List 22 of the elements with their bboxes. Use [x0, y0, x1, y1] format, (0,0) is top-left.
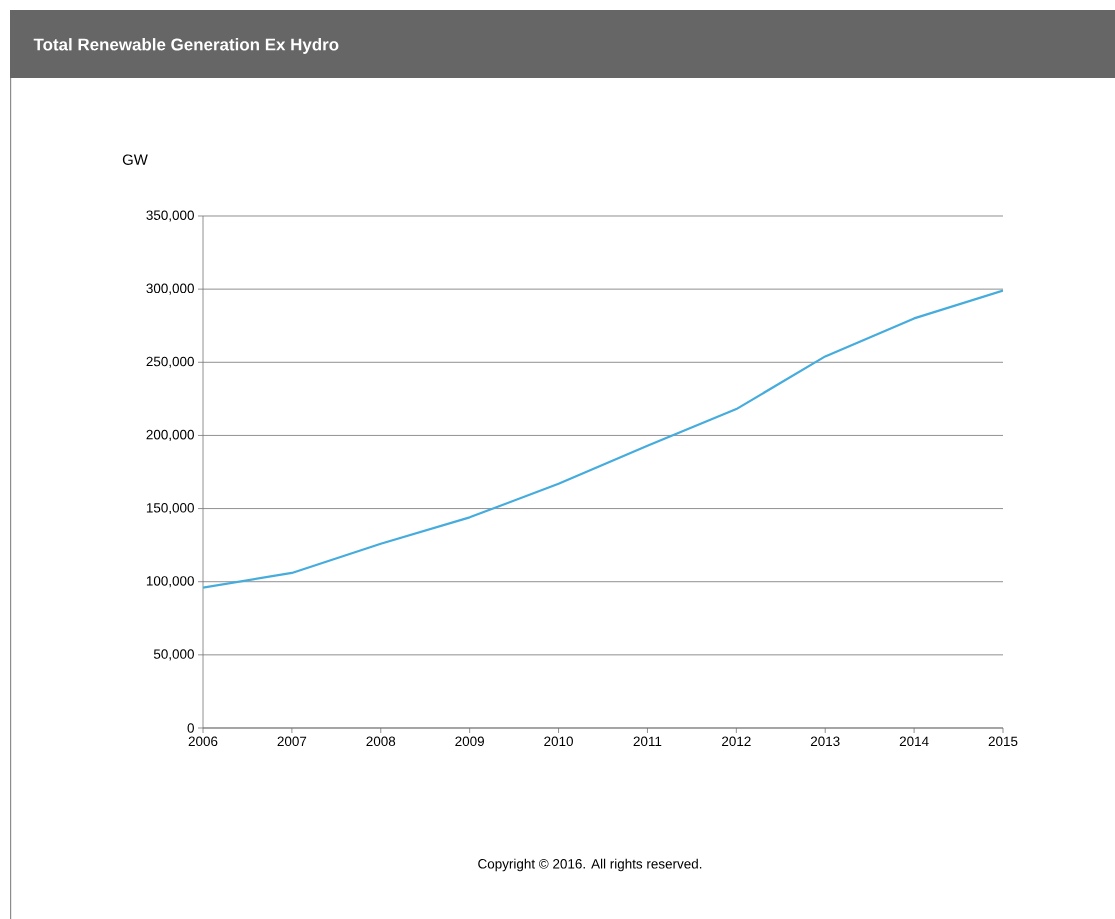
y-tick-label: 0	[187, 723, 194, 733]
x-tick-label: 2006	[188, 736, 218, 747]
x-tick-label: 2012	[722, 736, 751, 747]
line-series	[203, 289, 1003, 589]
x-tick-label: 2015	[988, 736, 1018, 747]
y-tick-label: 100,000	[146, 576, 194, 588]
y-tick-label: 300,000	[146, 283, 194, 295]
x-tick-label: 2008	[366, 736, 396, 747]
x-tick-label: 2014	[899, 736, 929, 747]
x-tick-label: 2010	[544, 736, 573, 747]
chart-title: Total Renewable Generation Ex Hydro	[33, 38, 339, 54]
x-tick-label: 2007	[277, 736, 307, 747]
y-axis-title: GW	[122, 154, 148, 165]
y-tick-label: 350,000	[146, 210, 194, 222]
x-tick-label: 2011	[633, 736, 662, 747]
y-tick-label: 150,000	[146, 503, 194, 515]
y-tick-label: 250,000	[146, 356, 194, 368]
y-tick-label: 50,000	[153, 649, 194, 661]
x-tick-label: 2009	[455, 736, 484, 747]
text: Copyright © 2016. All rights reserved.	[478, 858, 702, 872]
x-tick-label: 2013	[810, 736, 840, 747]
y-tick-label: 200,000	[146, 429, 194, 441]
